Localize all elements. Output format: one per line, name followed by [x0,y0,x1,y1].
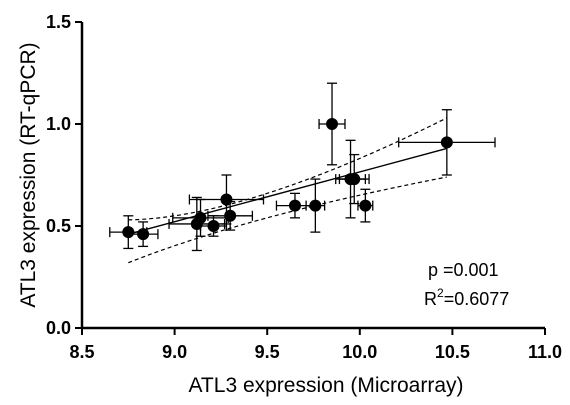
data-points [122,118,453,241]
data-point-5 [220,193,233,206]
r-squared-letter: R [424,289,437,309]
y-tick-label-2: 1.0 [46,114,71,134]
error-bars [109,82,496,252]
data-point-13 [440,136,453,149]
r-squared-value: =0.6077 [444,289,510,309]
regression-line [128,147,448,235]
x-tick-label-0: 8.5 [69,342,94,362]
data-point-12 [359,199,372,212]
data-point-7 [288,199,301,212]
x-tick-label-5: 11.0 [528,342,562,362]
y-tick-label-1: 0.5 [46,216,71,236]
y-axis-title: ATL3 expression (RT-qPCR) [17,42,40,307]
data-point-9 [326,118,339,130]
data-point-1 [137,228,150,241]
data-point-3 [194,211,207,224]
r-squared-annotation: R2=0.6077 [424,286,509,309]
data-point-6 [224,209,237,222]
data-point-11 [348,173,361,186]
axes: 8.5 9.0 9.5 10.0 10.5 11.0 0.0 0.5 1.0 1.5 [46,12,562,362]
x-tick-label-2: 9.5 [255,342,280,362]
x-axis-title: ATL3 expression (Microarray) [188,374,463,397]
confidence-band-upper [128,117,448,221]
data-point-0 [122,226,135,239]
y-tick-label-0: 0.0 [46,318,71,338]
r-squared-superscript: 2 [437,286,444,300]
regression-fit-line [128,147,448,235]
confidence-band [128,117,448,264]
p-value-annotation: p =0.001 [428,260,499,280]
data-point-8 [309,199,322,212]
x-tick-label-4: 10.5 [435,342,470,362]
x-tick-label-1: 9.0 [162,342,187,362]
confidence-band-lower [128,176,447,264]
y-tick-label-3: 1.5 [46,12,71,32]
x-tick-label-3: 10.0 [342,342,377,362]
data-point-4 [207,220,220,232]
